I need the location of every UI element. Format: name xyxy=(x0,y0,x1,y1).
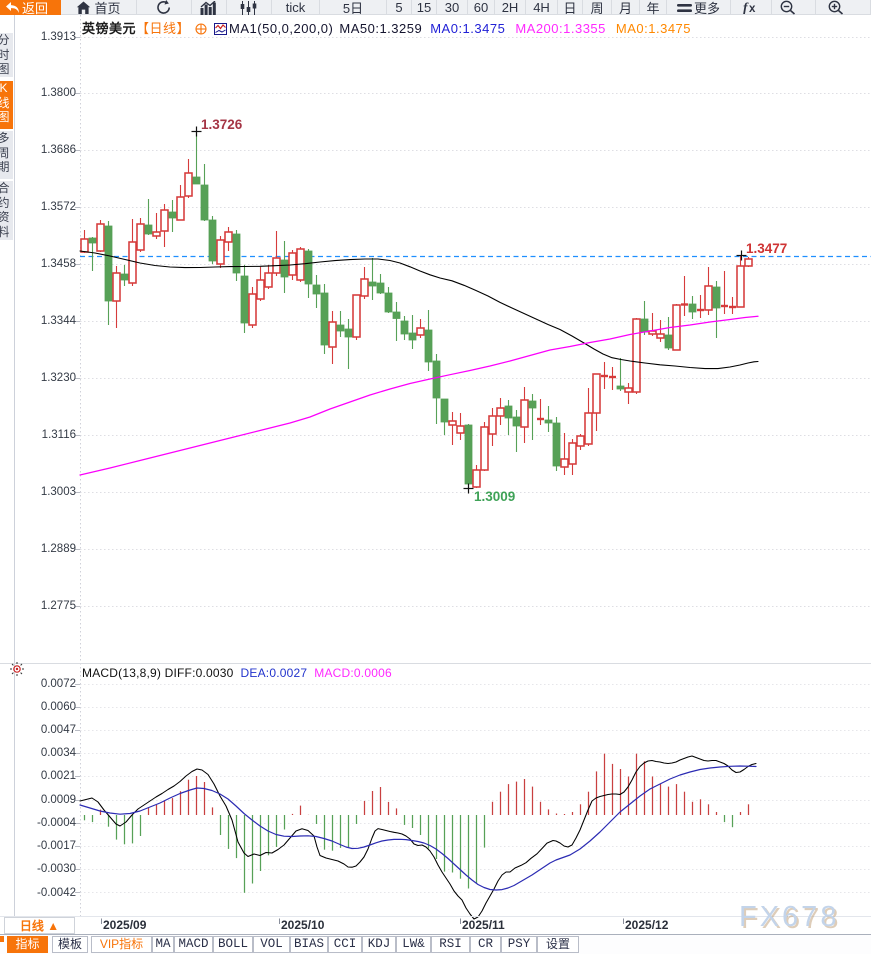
svg-text:f: f xyxy=(743,1,749,14)
svg-text:x: x xyxy=(749,3,756,14)
